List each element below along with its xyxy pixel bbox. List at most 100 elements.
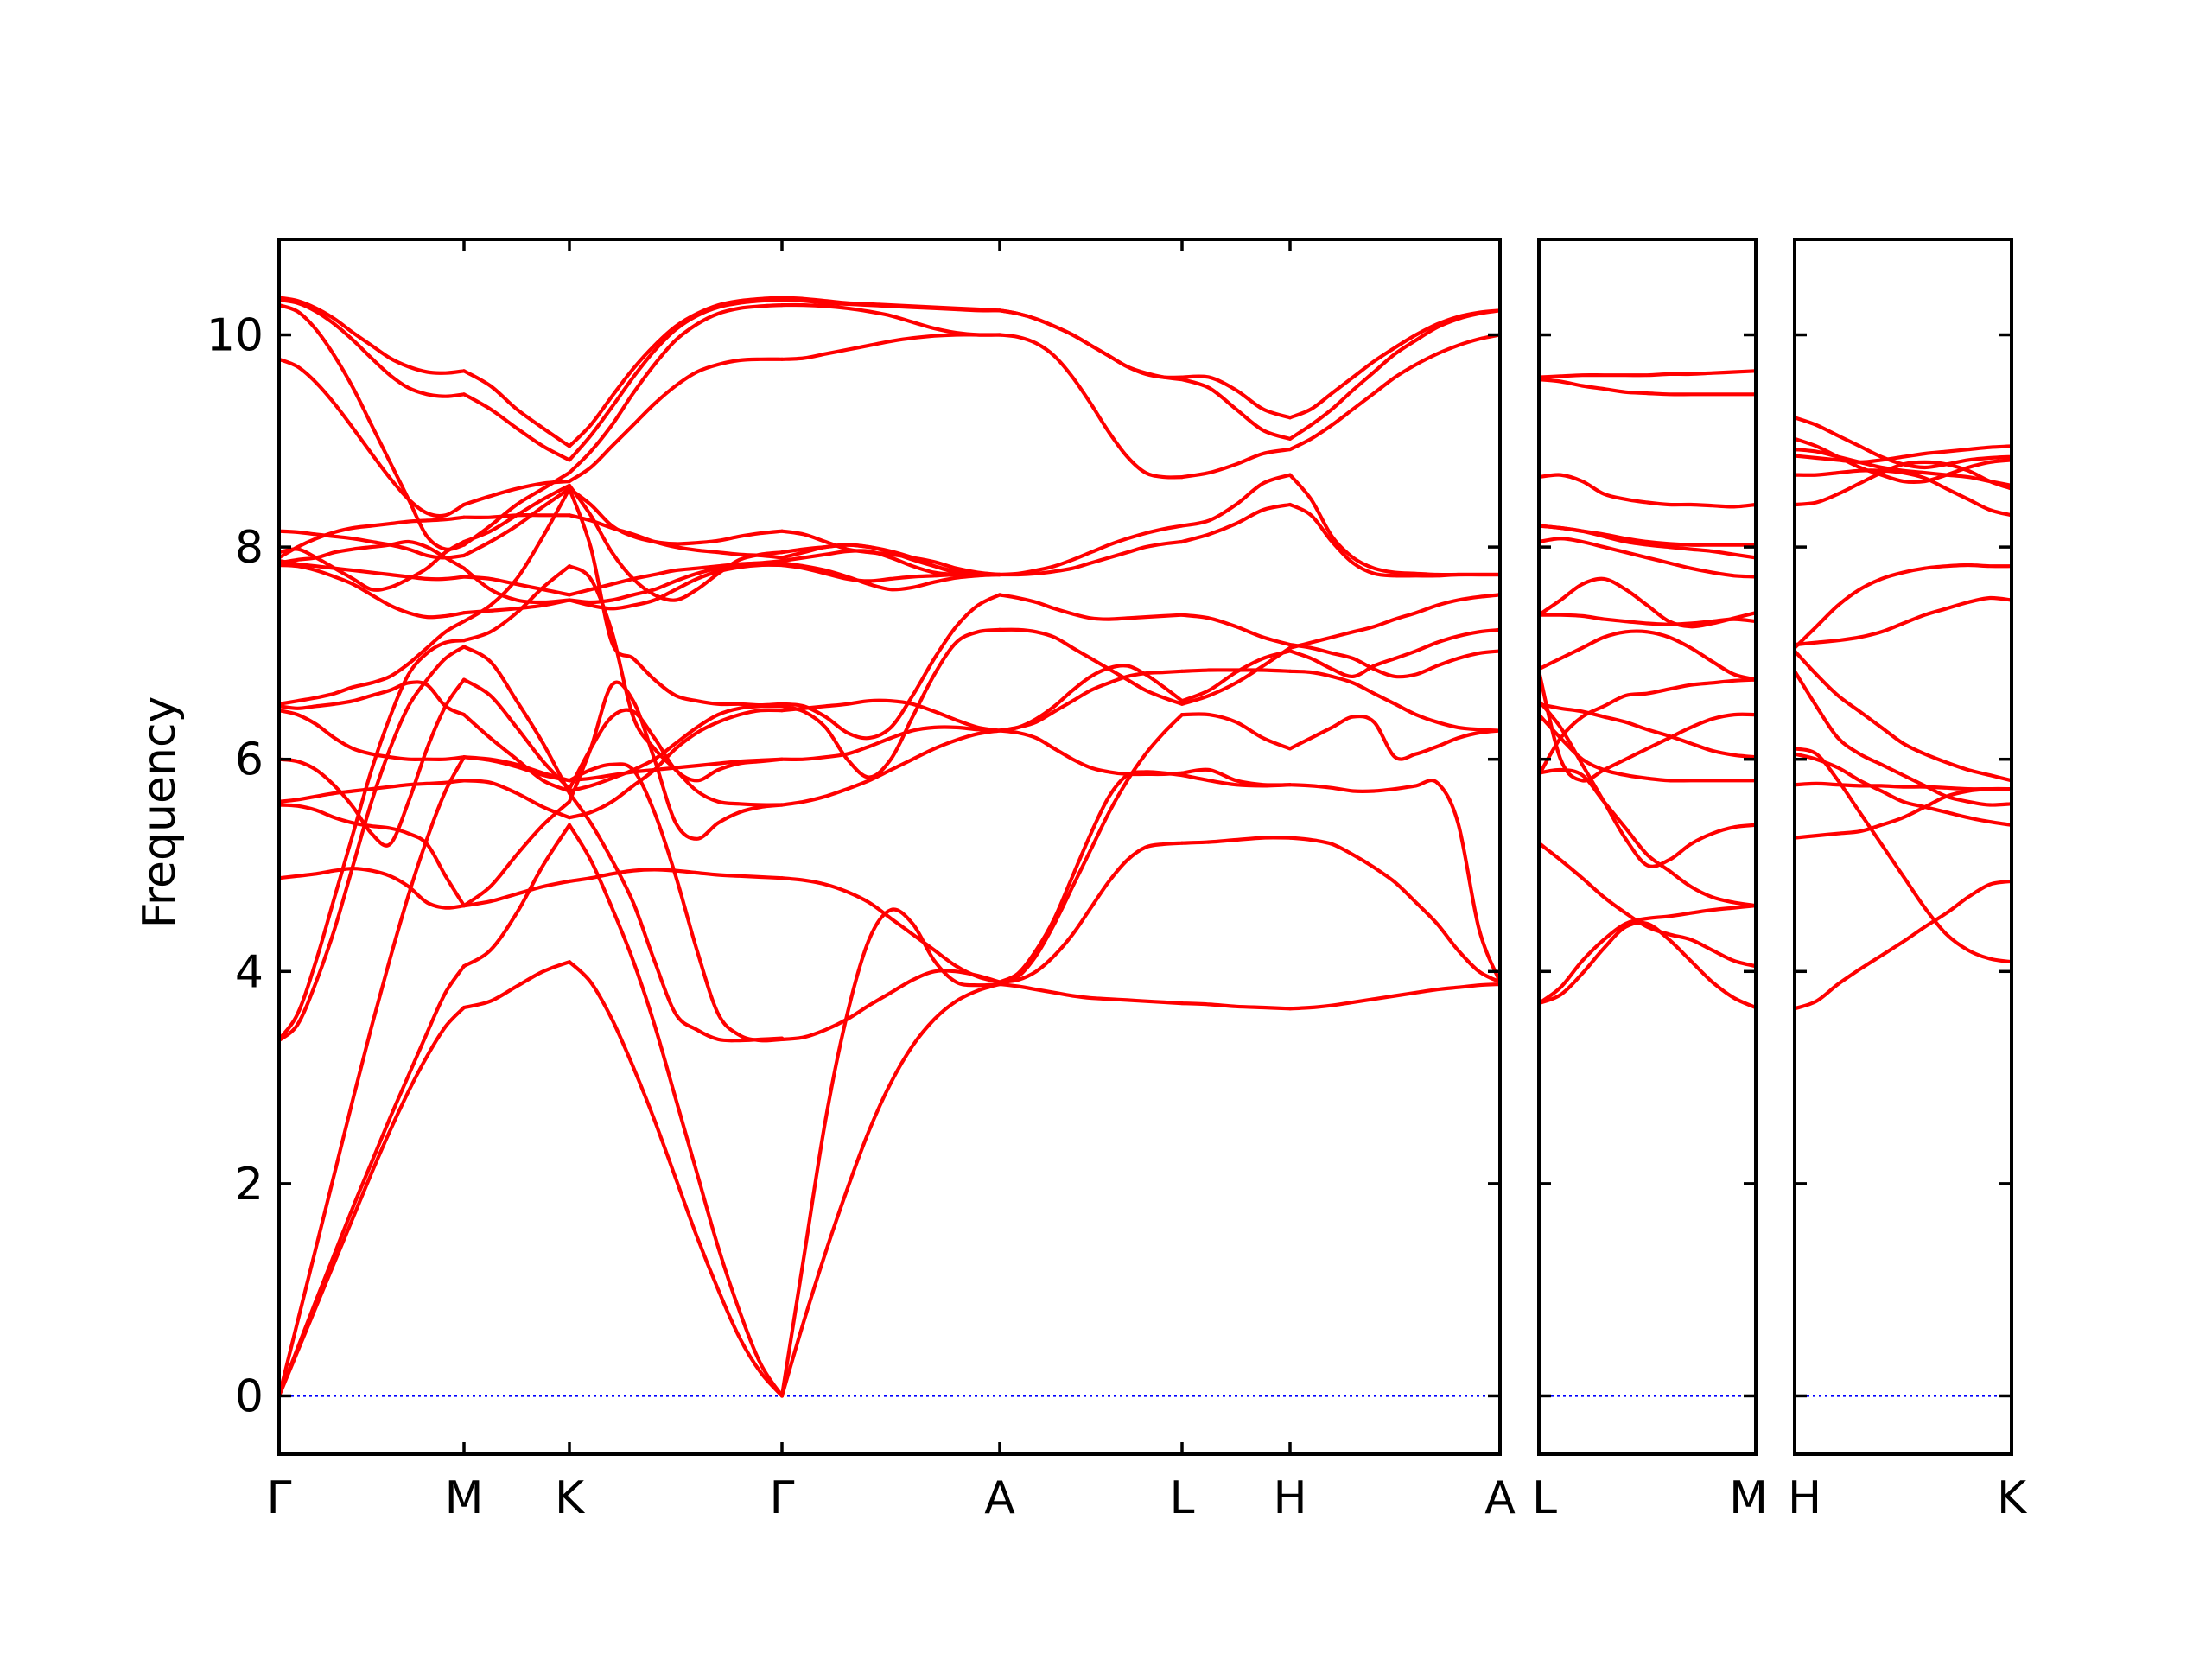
band-1-Γ-A-1 xyxy=(779,982,1002,1398)
band-1-Γ-M-13 xyxy=(279,563,467,620)
panel-1: 0 2 4 6 8 10 Γ M K Γ A L H A xyxy=(207,238,1516,1524)
band-1-Γ-M-8 xyxy=(279,779,467,804)
x-tick-label: Γ xyxy=(770,1472,795,1524)
bands xyxy=(1539,369,1756,1010)
band-1-K-Γ-20 xyxy=(567,303,785,475)
band-1-K-Γ-12 xyxy=(567,486,785,708)
band-1-Γ-M-11 xyxy=(279,680,467,717)
band-1-K-Γ-15 xyxy=(567,559,785,597)
plot-frame xyxy=(277,238,1502,1456)
band-1-A-L-4 xyxy=(997,841,1185,984)
band-1-M-K-13 xyxy=(461,598,572,615)
band-1-Γ-M-10 xyxy=(279,709,467,761)
band-3-H-K-1 xyxy=(1795,879,2012,1011)
band-1-Γ-A-7 xyxy=(779,698,1002,733)
band-1-K-Γ-22 xyxy=(567,296,785,448)
band-1-Γ-A-11 xyxy=(779,561,1002,592)
band-1-Γ-M-9 xyxy=(279,677,467,848)
band-1-A-L-10 xyxy=(997,539,1185,577)
x-tick-label: Γ xyxy=(267,1472,292,1524)
band-2-L-M-15 xyxy=(1539,473,1756,509)
band-3-H-K-13 xyxy=(1795,436,2012,484)
band-1-K-Γ-16 xyxy=(567,483,785,602)
band-1-M-K-5 xyxy=(461,564,572,643)
band-1-A-L-9 xyxy=(997,593,1185,621)
band-1-M-K-11 xyxy=(461,713,572,793)
bands xyxy=(279,296,1500,1398)
band-2-L-M-17 xyxy=(1539,369,1756,379)
band-1-Γ-M-7 xyxy=(279,803,467,908)
band-1-L-H-10 xyxy=(1179,502,1293,544)
band-1-K-Γ-10 xyxy=(567,757,785,783)
plot-frame xyxy=(1793,238,2013,1456)
y-tick-label: 4 xyxy=(235,946,264,998)
band-1-M-K-1 xyxy=(461,960,572,1010)
band-3-H-K-10 xyxy=(1795,460,2012,507)
band-1-Γ-A-19 xyxy=(779,296,1002,313)
band-1-Γ-M-18 xyxy=(279,515,467,560)
band-1-L-H-7 xyxy=(1179,649,1293,703)
band-1-L-H-1 xyxy=(1179,1001,1293,1011)
band-1-Γ-A-16 xyxy=(779,333,1002,361)
band-1-M-K-15 xyxy=(461,575,572,597)
band-1-Γ-A-2 xyxy=(779,907,1002,1398)
band-1-M-K-17 xyxy=(461,486,572,557)
band-1-Γ-M-17 xyxy=(279,529,467,560)
band-1-K-Γ-17 xyxy=(567,486,785,546)
band-1-L-H-14 xyxy=(1179,374,1293,420)
band-1-Γ-M-6 xyxy=(279,867,467,910)
band-1-H-A-2 xyxy=(1287,836,1500,984)
band-1-H-A-5 xyxy=(1287,669,1500,733)
x-tick-label: L xyxy=(1532,1472,1557,1524)
band-1-H-A-13 xyxy=(1287,308,1500,420)
bands xyxy=(1795,416,2012,1011)
band-1-H-A-7 xyxy=(1287,593,1500,650)
band-1-Γ-A-6 xyxy=(779,725,1002,761)
band-1-Γ-A-8 xyxy=(779,627,1002,779)
band-3-H-K-15 xyxy=(1795,444,2012,464)
band-3-H-K-4 xyxy=(1795,747,2012,964)
band-1-Γ-A-17 xyxy=(779,302,1002,337)
band-2-L-M-13 xyxy=(1539,537,1756,579)
band-1-M-K-9 xyxy=(461,677,572,791)
band-1-Γ-A-15 xyxy=(779,543,1002,577)
band-3-H-K-9 xyxy=(1795,595,2012,647)
band-3-H-K-5 xyxy=(1795,752,2012,827)
band-1-A-L-7 xyxy=(997,664,1185,733)
band-1-M-K-21 xyxy=(461,392,572,462)
band-1-M-K-2 xyxy=(461,823,572,969)
band-1-M-K-14 xyxy=(461,566,572,605)
band-1-Γ-A-14 xyxy=(779,529,1002,577)
band-1-M-K-4 xyxy=(461,645,572,796)
y-tick-label: 6 xyxy=(235,734,264,786)
y-tick-label: 0 xyxy=(235,1370,264,1422)
band-1-A-L-5 xyxy=(997,669,1185,733)
band-2-L-M-8 xyxy=(1539,713,1756,783)
y-tick-label: 2 xyxy=(235,1159,264,1211)
band-1-A-L-14 xyxy=(997,308,1185,379)
x-tick-label: K xyxy=(555,1472,586,1524)
band-1-H-A-12 xyxy=(1287,308,1500,441)
band-3-H-K-14 xyxy=(1795,416,2012,470)
band-1-L-H-5 xyxy=(1179,668,1293,673)
band-1-Γ-A-5 xyxy=(779,728,1002,807)
band-2-L-M-12 xyxy=(1539,613,1756,626)
band-1-A-L-11 xyxy=(997,524,1185,577)
band-1-A-L-3 xyxy=(997,770,1185,984)
band-3-H-K-11 xyxy=(1795,468,2012,518)
band-1-Γ-M-16 xyxy=(279,539,467,592)
x-tick-label: L xyxy=(1170,1472,1195,1524)
band-1-M-K-8 xyxy=(461,779,572,820)
band-1-A-L-1 xyxy=(997,982,1185,1006)
band-1-A-L-12 xyxy=(997,333,1185,480)
band-3-H-K-8 xyxy=(1795,563,2012,650)
band-2-L-M-10 xyxy=(1539,677,1756,778)
band-1-H-A-10 xyxy=(1287,473,1500,577)
x-tick-label: A xyxy=(984,1472,1015,1524)
band-1-K-Γ-19 xyxy=(567,357,785,484)
band-1-H-A-3 xyxy=(1287,778,1500,984)
band-1-Γ-M-22 xyxy=(279,296,467,375)
